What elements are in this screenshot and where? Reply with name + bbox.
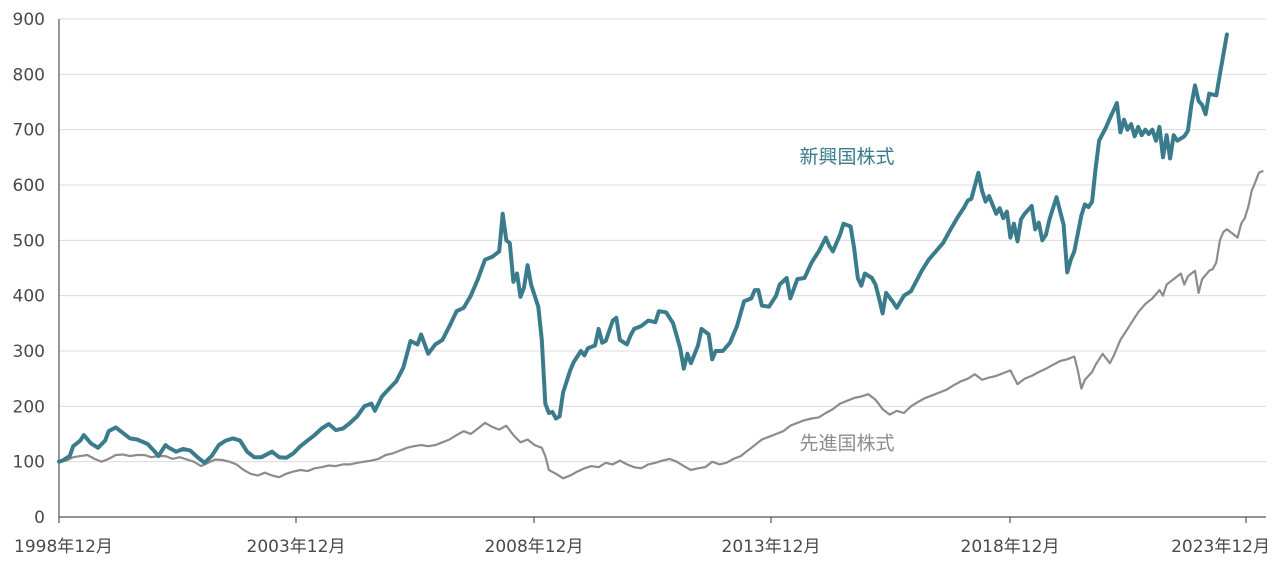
x-tick-label: 2023年12月 — [1171, 537, 1270, 557]
series-label-emerging: 新興国株式 — [800, 146, 895, 168]
series-line-developed — [57, 170, 1264, 480]
x-tick-label: 1998年12月 — [14, 537, 113, 557]
y-tick-label: 600 — [13, 176, 45, 196]
y-tick-label: 900 — [13, 10, 45, 30]
series-label-developed: 先進国株式 — [800, 432, 895, 454]
series-line-emerging — [57, 32, 1229, 465]
x-tick-label: 2003年12月 — [247, 537, 346, 557]
y-tick-label: 0 — [34, 508, 45, 528]
x-tick-label: 2018年12月 — [961, 537, 1060, 557]
series-lines — [57, 32, 1264, 480]
series-labels: 先進国株式 新興国株式 — [800, 146, 895, 455]
axes: 0 100 200 300 400 500 600 700 800 900 1998年12月 2003… — [13, 10, 1270, 557]
y-tick-label: 400 — [13, 287, 45, 307]
y-tick-label: 700 — [13, 121, 45, 141]
gridlines — [59, 18, 1266, 463]
x-tick-label: 2013年12月 — [722, 537, 821, 557]
y-tick-label: 500 — [13, 231, 45, 251]
x-tick-label: 2008年12月 — [485, 537, 584, 557]
y-tick-label: 100 — [13, 453, 45, 473]
y-tick-label: 300 — [13, 342, 45, 362]
y-tick-label: 200 — [13, 397, 45, 417]
y-tick-label: 800 — [13, 65, 45, 85]
